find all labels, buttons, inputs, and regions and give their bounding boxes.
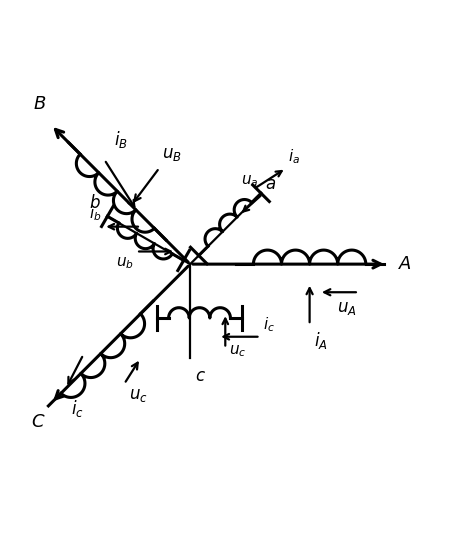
Text: $i_a$: $i_a$: [289, 147, 301, 166]
Text: a: a: [265, 175, 275, 193]
Text: C: C: [31, 412, 44, 430]
Text: $i_B$: $i_B$: [114, 129, 128, 150]
Text: $i_c$: $i_c$: [263, 316, 275, 334]
Text: $u_a$: $u_a$: [240, 173, 258, 189]
Text: $u_A$: $u_A$: [337, 299, 356, 317]
Text: $u_c$: $u_c$: [129, 386, 147, 404]
Text: $u_b$: $u_b$: [116, 255, 134, 271]
Text: $i_A$: $i_A$: [314, 330, 328, 351]
Text: A: A: [399, 255, 411, 273]
Text: c: c: [195, 367, 204, 385]
Text: $i_c$: $i_c$: [71, 398, 83, 418]
Text: B: B: [34, 95, 46, 113]
Text: $u_c$: $u_c$: [229, 344, 246, 359]
Text: b: b: [89, 194, 100, 212]
Text: $u_B$: $u_B$: [162, 145, 182, 163]
Text: $i_b$: $i_b$: [89, 204, 101, 223]
